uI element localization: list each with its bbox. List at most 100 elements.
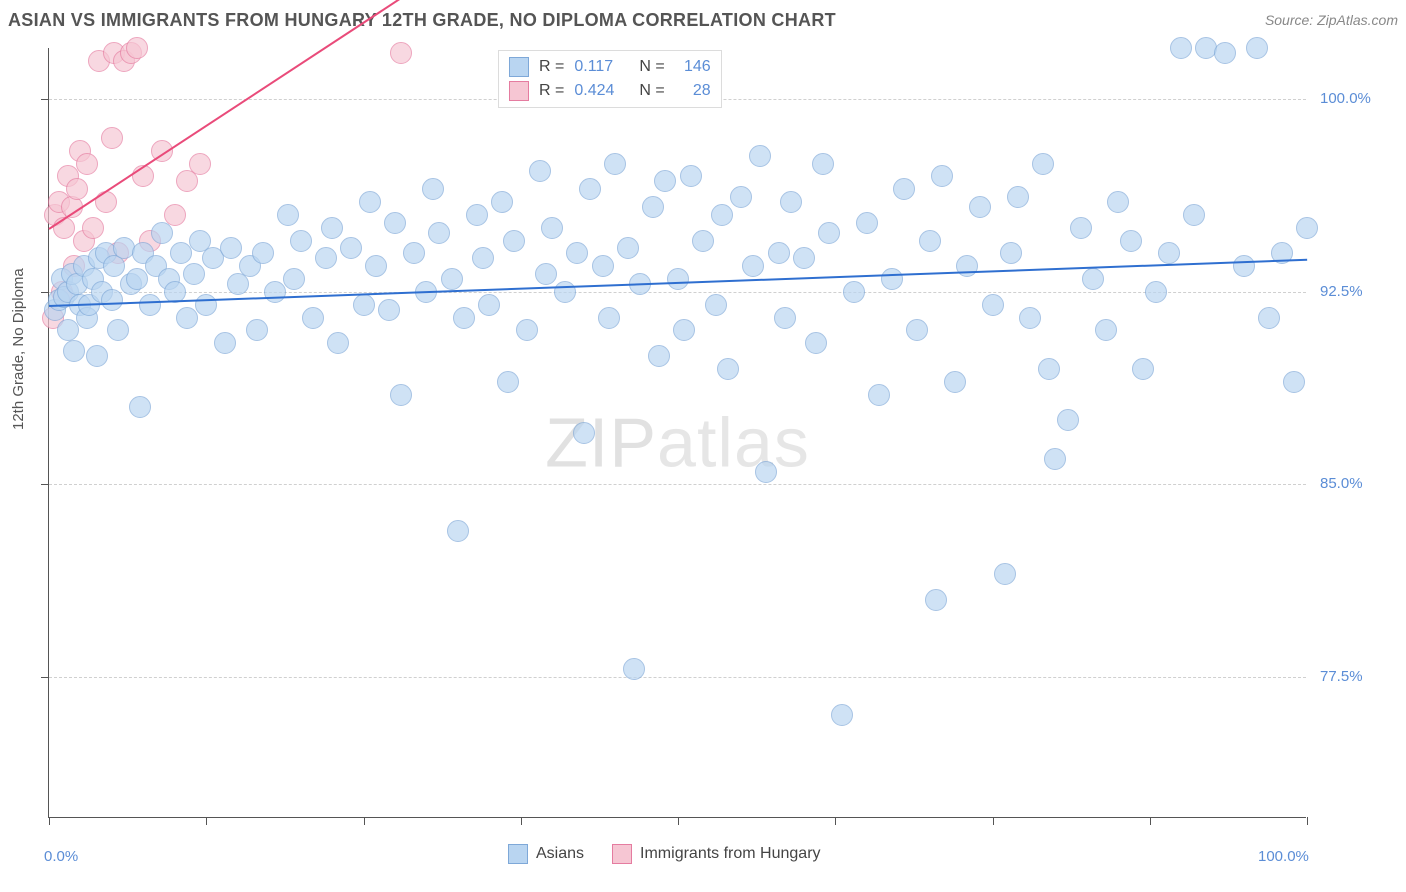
- asians-point: [107, 319, 129, 341]
- asians-point: [573, 422, 595, 444]
- asians-point: [129, 396, 151, 418]
- asians-point: [1296, 217, 1318, 239]
- asians-point: [1057, 409, 1079, 431]
- asians-point: [176, 307, 198, 329]
- asians-point: [1000, 242, 1022, 264]
- asians-point: [365, 255, 387, 277]
- gridline: [49, 484, 1306, 485]
- asians-point: [403, 242, 425, 264]
- hungary-point: [76, 153, 98, 175]
- asians-point: [579, 178, 601, 200]
- stats-legend: R = 0.117 N = 146R = 0.424 N = 28: [498, 50, 722, 108]
- legend-n-label: N =: [639, 55, 664, 79]
- asians-point: [535, 263, 557, 285]
- asians-point: [220, 237, 242, 259]
- asians-point: [868, 384, 890, 406]
- asians-point: [1170, 37, 1192, 59]
- asians-point: [246, 319, 268, 341]
- asians-point: [283, 268, 305, 290]
- asians-point: [290, 230, 312, 252]
- x-tick: [1150, 817, 1151, 825]
- asians-point: [598, 307, 620, 329]
- legend-n-value: 146: [675, 55, 711, 79]
- asians-point: [378, 299, 400, 321]
- asians-point: [1145, 281, 1167, 303]
- asians-point: [654, 170, 676, 192]
- legend-swatch: [509, 81, 529, 101]
- y-tick: [41, 677, 49, 678]
- legend-r-value: 0.424: [574, 79, 629, 103]
- asians-point: [214, 332, 236, 354]
- asians-point: [1044, 448, 1066, 470]
- asians-point: [673, 319, 695, 341]
- asians-point: [755, 461, 777, 483]
- asians-point: [843, 281, 865, 303]
- asians-point: [768, 242, 790, 264]
- x-tick: [364, 817, 365, 825]
- gridline: [49, 677, 1306, 678]
- legend-n-value: 28: [675, 79, 711, 103]
- series-legend: AsiansImmigrants from Hungary: [508, 844, 821, 864]
- stats-legend-row: R = 0.424 N = 28: [509, 79, 711, 103]
- asians-point: [497, 371, 519, 393]
- legend-n-label: N =: [639, 79, 664, 103]
- asians-point: [994, 563, 1016, 585]
- asians-point: [466, 204, 488, 226]
- legend-r-value: 0.117: [574, 55, 629, 79]
- asians-point: [780, 191, 802, 213]
- asians-point: [1038, 358, 1060, 380]
- asians-point: [541, 217, 563, 239]
- asians-point: [139, 294, 161, 316]
- asians-point: [931, 165, 953, 187]
- hungary-point: [66, 178, 88, 200]
- y-tick: [41, 99, 49, 100]
- asians-point: [264, 281, 286, 303]
- asians-point: [422, 178, 444, 200]
- asians-point: [692, 230, 714, 252]
- asians-point: [742, 255, 764, 277]
- chart-title: ASIAN VS IMMIGRANTS FROM HUNGARY 12TH GR…: [8, 10, 836, 31]
- asians-point: [491, 191, 513, 213]
- asians-point: [1283, 371, 1305, 393]
- legend-swatch: [509, 57, 529, 77]
- asians-point: [101, 289, 123, 311]
- asians-point: [969, 196, 991, 218]
- asians-point: [617, 237, 639, 259]
- y-tick-label: 85.0%: [1320, 475, 1363, 492]
- asians-point: [183, 263, 205, 285]
- asians-point: [126, 268, 148, 290]
- asians-point: [831, 704, 853, 726]
- x-tick: [521, 817, 522, 825]
- asians-point: [327, 332, 349, 354]
- legend-r-label: R =: [539, 79, 564, 103]
- asians-point: [944, 371, 966, 393]
- asians-point: [667, 268, 689, 290]
- asians-point: [774, 307, 796, 329]
- asians-point: [516, 319, 538, 341]
- asians-point: [1032, 153, 1054, 175]
- series-legend-item: Immigrants from Hungary: [612, 844, 821, 864]
- asians-point: [1082, 268, 1104, 290]
- legend-swatch: [508, 844, 528, 864]
- asians-point: [554, 281, 576, 303]
- y-tick-label: 92.5%: [1320, 283, 1363, 300]
- y-tick-label: 77.5%: [1320, 668, 1363, 685]
- asians-point: [428, 222, 450, 244]
- asians-point: [906, 319, 928, 341]
- asians-point: [1132, 358, 1154, 380]
- asians-point: [881, 268, 903, 290]
- asians-point: [353, 294, 375, 316]
- asians-point: [705, 294, 727, 316]
- asians-point: [805, 332, 827, 354]
- asians-point: [453, 307, 475, 329]
- asians-point: [604, 153, 626, 175]
- asians-point: [447, 520, 469, 542]
- y-axis-label: 12th Grade, No Diploma: [10, 268, 27, 430]
- asians-point: [717, 358, 739, 380]
- x-tick: [49, 817, 50, 825]
- asians-point: [302, 307, 324, 329]
- asians-point: [919, 230, 941, 252]
- asians-point: [711, 204, 733, 226]
- asians-point: [503, 230, 525, 252]
- asians-point: [749, 145, 771, 167]
